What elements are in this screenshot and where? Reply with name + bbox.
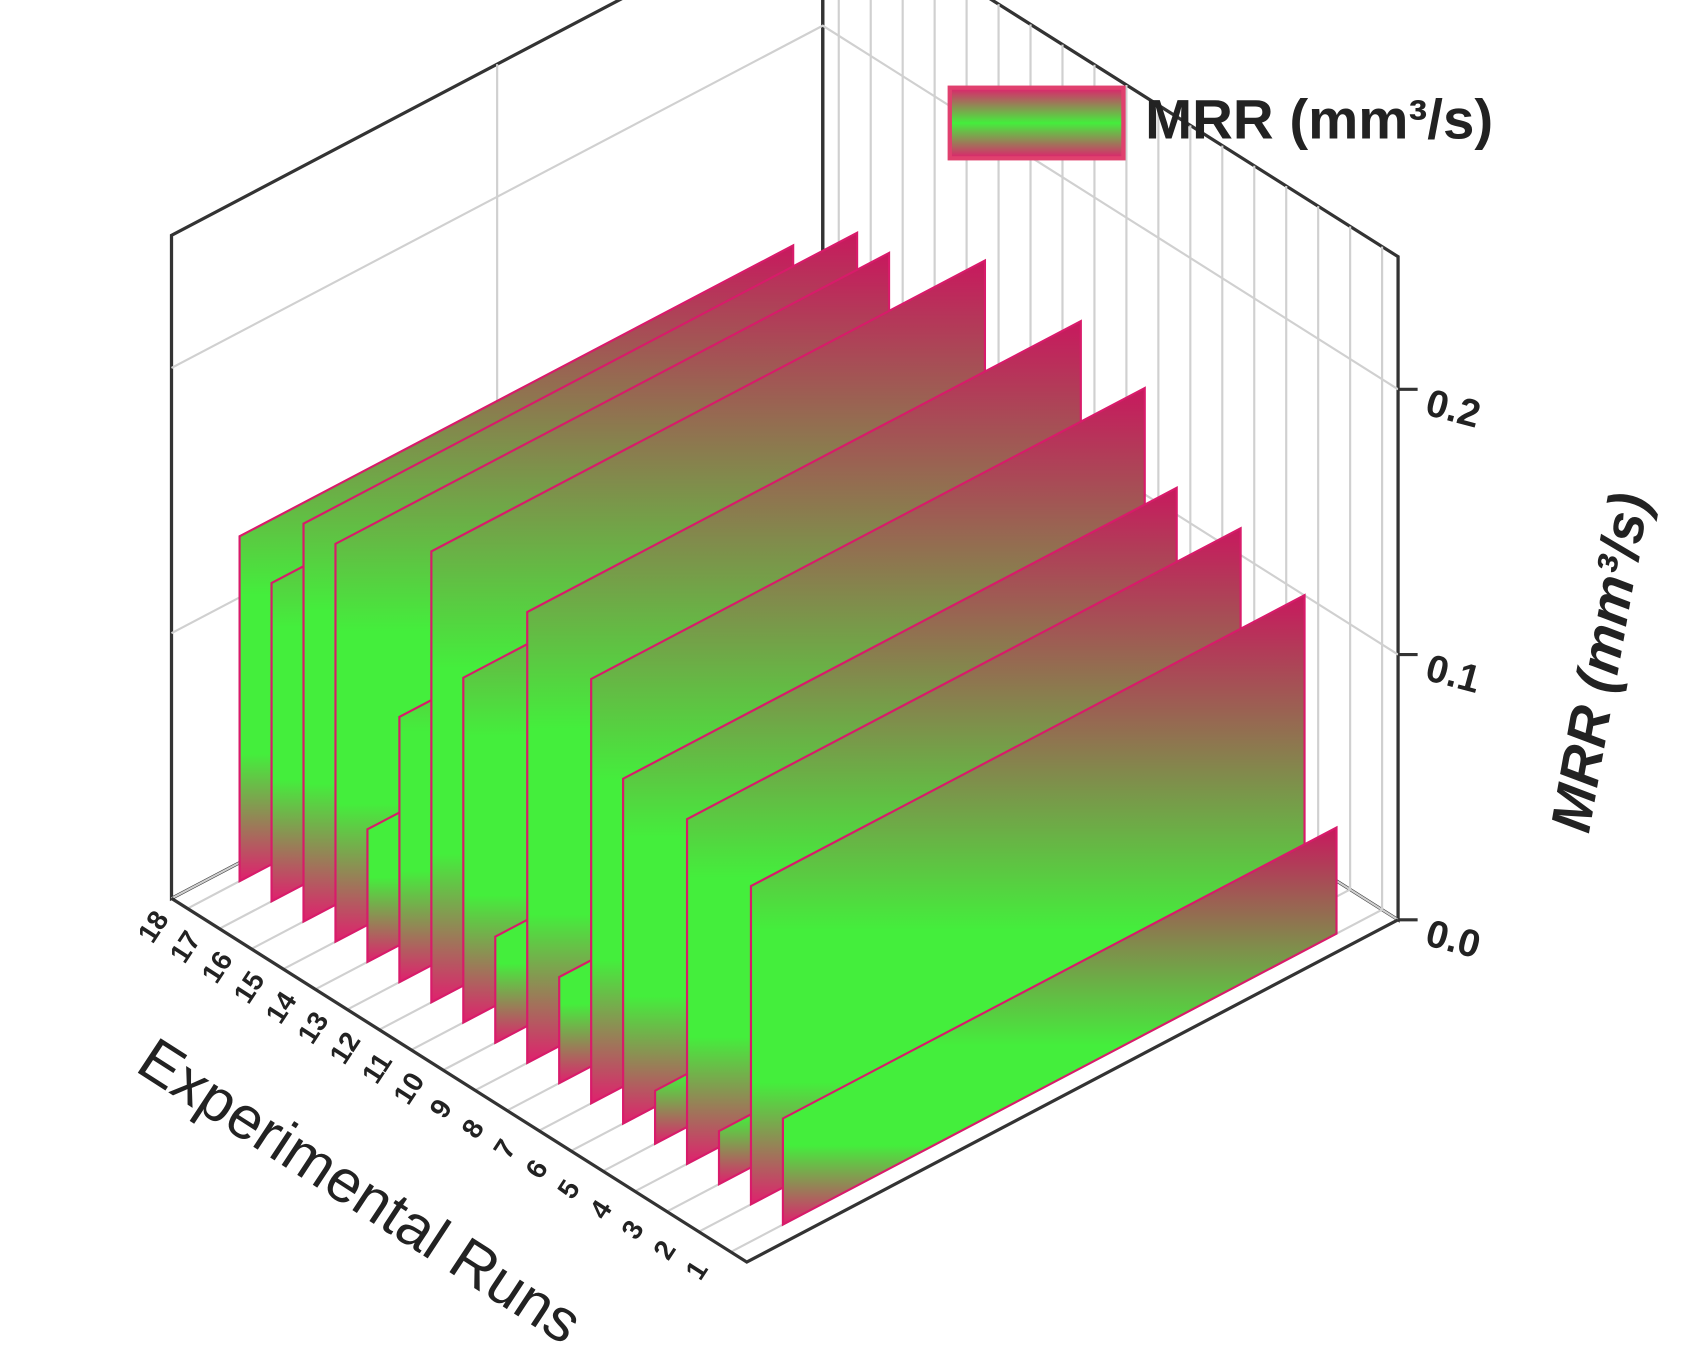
y-tick-label: 0.1 [1421, 647, 1485, 702]
y-axis-title: MRR (mm³/s) [1538, 488, 1661, 837]
legend-label: MRR (mm³/s) [1145, 88, 1493, 151]
x-tick-label: 9 [423, 1094, 458, 1124]
x-tick-label: 7 [487, 1134, 522, 1164]
x-tick-label: 14 [259, 986, 303, 1029]
x-tick-label: 18 [132, 905, 175, 948]
y-tick-label: 0.2 [1421, 382, 1485, 437]
x-tick-label: 17 [163, 925, 206, 968]
x-tick-label: 1 [679, 1255, 714, 1285]
x-tick-label: 2 [647, 1235, 682, 1265]
legend-swatch [947, 85, 1126, 161]
x-tick-label: 3 [615, 1215, 650, 1245]
floor-frame [170, 897, 1399, 1264]
x-tick-label: 4 [583, 1194, 618, 1224]
x-tick-label: 10 [387, 1067, 430, 1110]
x-tick-label: 15 [227, 966, 270, 1009]
x-tick-label: 13 [291, 1006, 334, 1049]
x-tick-label: 11 [356, 1047, 398, 1088]
x-tick-label: 5 [551, 1174, 586, 1204]
x-tick-label: 12 [323, 1026, 366, 1069]
y-tick-label: 0.0 [1421, 912, 1485, 967]
grid-line [170, 24, 1399, 391]
wall [781, 825, 1338, 1227]
x-tick-label: 6 [519, 1154, 554, 1184]
walls-layer [238, 230, 1338, 1227]
x-tick-label: 8 [455, 1114, 490, 1144]
x-tick-label: 16 [195, 946, 238, 989]
